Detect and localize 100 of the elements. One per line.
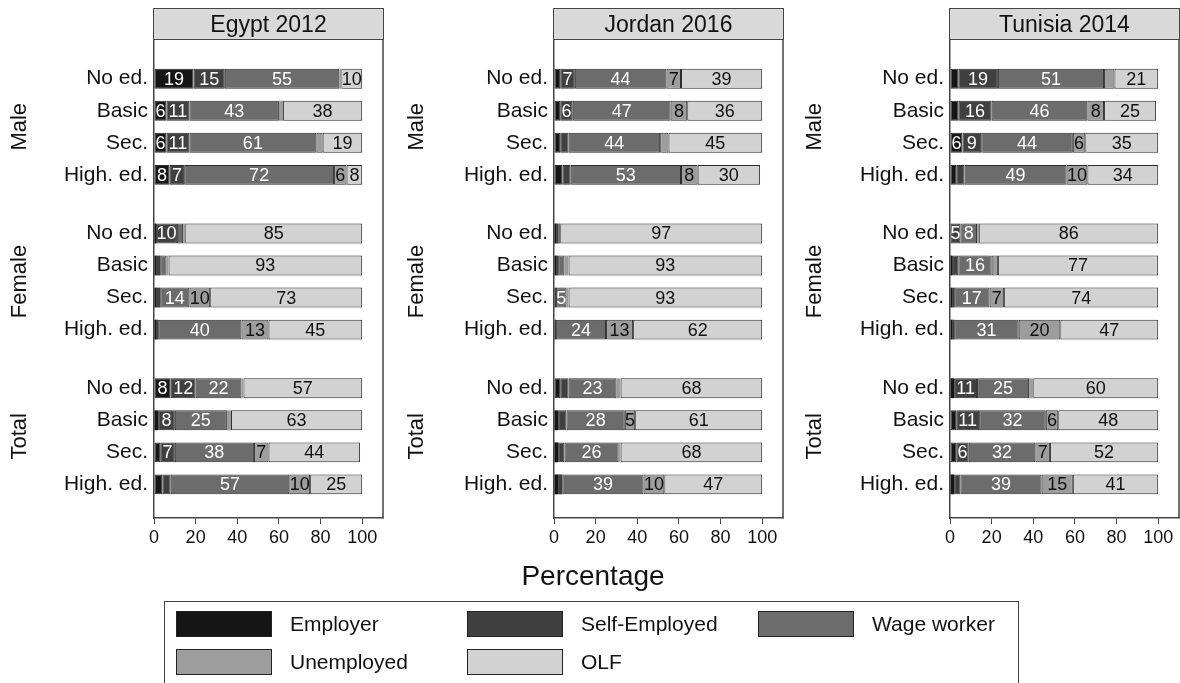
data-label: 16 xyxy=(964,255,985,276)
data-label: 8 xyxy=(349,164,360,185)
y-tick-label: No ed. xyxy=(882,220,944,244)
x-tick-label: 60 xyxy=(1064,526,1085,547)
data-label: 6 xyxy=(1047,410,1058,431)
x-tick-label: 20 xyxy=(585,526,606,547)
data-label: 77 xyxy=(1068,255,1089,276)
data-label: 6 xyxy=(155,100,166,121)
data-label: 31 xyxy=(976,319,997,340)
y-tick-label: High. ed. xyxy=(63,471,148,495)
data-label: 11 xyxy=(168,132,188,153)
bar xyxy=(278,100,284,121)
data-label: 21 xyxy=(1126,68,1147,89)
legend-label: Wage worker xyxy=(872,612,995,636)
data-label: 19 xyxy=(164,68,185,89)
text: Total xyxy=(801,413,827,460)
data-label: 10 xyxy=(289,474,310,495)
data-label: 28 xyxy=(585,410,606,431)
y-tick-label: No ed. xyxy=(486,375,548,399)
bar xyxy=(241,378,244,399)
data-label: 44 xyxy=(304,442,325,463)
x-tick-label: 80 xyxy=(310,526,331,547)
legend-label: Self-Employed xyxy=(581,612,718,636)
data-label: 13 xyxy=(244,319,265,340)
y-tick-label: Basic xyxy=(496,252,548,276)
data-label: 62 xyxy=(687,319,708,340)
y-tick-label: Sec. xyxy=(105,284,148,308)
x-tick-label: 40 xyxy=(1023,526,1044,547)
y-tick-label: High. ed. xyxy=(859,471,944,495)
data-label: 7 xyxy=(171,164,182,185)
data-label: 7 xyxy=(562,68,573,89)
data-label: 40 xyxy=(189,319,210,340)
data-label: 6 xyxy=(335,164,346,185)
data-label: 12 xyxy=(173,378,194,399)
x-tick-label: 80 xyxy=(1106,526,1127,547)
data-label: 72 xyxy=(249,164,270,185)
data-label: 51 xyxy=(1040,68,1061,89)
y-tick-label: No ed. xyxy=(486,220,548,244)
x-tick-label: 0 xyxy=(548,526,560,547)
data-label: 60 xyxy=(1085,378,1106,399)
x-tick-label: 40 xyxy=(627,526,648,547)
text: Total xyxy=(403,413,429,460)
data-label: 22 xyxy=(208,378,229,399)
data-label: 19 xyxy=(968,68,989,89)
data-label: 14 xyxy=(164,287,185,308)
data-label: 10 xyxy=(156,223,177,244)
text: Male xyxy=(6,102,32,151)
y-tick-label: No ed. xyxy=(86,220,148,244)
data-label: 30 xyxy=(718,164,739,185)
data-label: 93 xyxy=(655,255,676,276)
x-tick-label: 60 xyxy=(668,526,689,547)
data-label: 46 xyxy=(1029,100,1050,121)
y-tick-label: High. ed. xyxy=(463,161,548,185)
x-tick-label: 80 xyxy=(710,526,731,547)
data-label: 85 xyxy=(263,223,284,244)
data-label: 57 xyxy=(292,378,313,399)
data-label: 47 xyxy=(703,474,724,495)
y-tick-label: No ed. xyxy=(86,65,148,89)
y-tick-label: High. ed. xyxy=(859,316,944,340)
bar xyxy=(558,474,563,495)
data-label: 36 xyxy=(714,100,735,121)
data-label: 5 xyxy=(950,223,961,244)
y-tick-label: Basic xyxy=(496,407,548,431)
data-label: 86 xyxy=(1058,223,1079,244)
y-tick-label: Sec. xyxy=(901,284,944,308)
y-tick-label: Sec. xyxy=(505,439,548,463)
data-label: 20 xyxy=(1029,319,1050,340)
data-label: 6 xyxy=(561,100,572,121)
data-label: 73 xyxy=(276,287,297,308)
text: Male xyxy=(801,102,827,151)
text: Female xyxy=(6,244,32,319)
bar xyxy=(166,255,169,276)
data-label: 48 xyxy=(1098,410,1119,431)
data-label: 23 xyxy=(582,378,603,399)
data-label: 45 xyxy=(705,132,726,153)
data-label: 74 xyxy=(1071,287,1092,308)
text: Total xyxy=(6,413,32,460)
y-tick-label: Basic xyxy=(892,97,944,121)
text: Female xyxy=(801,244,827,319)
x-tick-label: 40 xyxy=(227,526,248,547)
data-label: 49 xyxy=(1005,164,1026,185)
bar xyxy=(339,68,342,89)
data-label: 39 xyxy=(711,68,732,89)
data-label: 61 xyxy=(242,132,263,153)
y-tick-label: Sec. xyxy=(105,129,148,153)
data-label: 52 xyxy=(1094,442,1115,463)
data-label: 35 xyxy=(1111,132,1132,153)
data-label: 25 xyxy=(326,474,347,495)
y-tick-label: No ed. xyxy=(882,65,944,89)
y-tick-label: High. ed. xyxy=(859,161,944,185)
data-label: 8 xyxy=(673,100,684,121)
data-label: 19 xyxy=(332,132,353,153)
data-label: 8 xyxy=(157,378,168,399)
y-tick-label: Basic xyxy=(892,252,944,276)
data-label: 16 xyxy=(964,100,985,121)
data-label: 32 xyxy=(1002,410,1023,431)
bar xyxy=(183,223,186,244)
y-tick-label: Sec. xyxy=(105,439,148,463)
data-label: 6 xyxy=(1074,132,1085,153)
data-label: 32 xyxy=(992,442,1013,463)
